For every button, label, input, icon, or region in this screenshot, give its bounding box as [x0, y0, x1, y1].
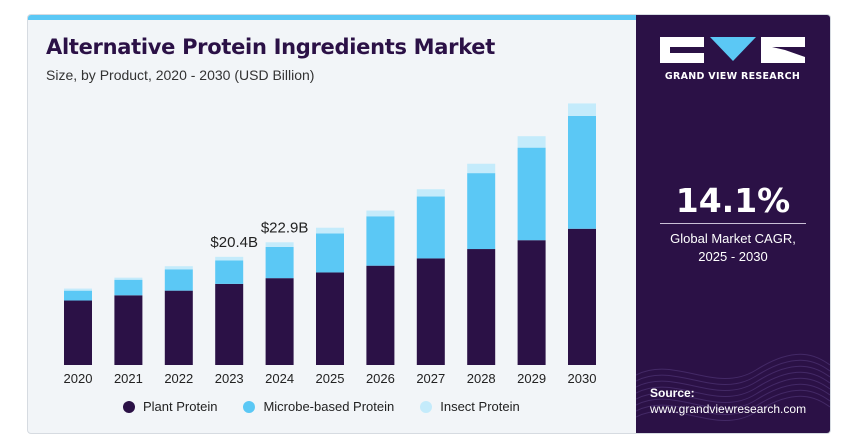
bar-2028-insect-protein: [467, 163, 496, 174]
cagr-label: Global Market CAGR, 2025 - 2030: [636, 230, 830, 266]
bar-2022-plant-protein: [164, 290, 193, 365]
bar-2023-plant-protein: [215, 283, 244, 365]
cagr-divider: [660, 223, 806, 224]
legend-item-microbe: Microbe-based Protein: [243, 399, 394, 414]
x-tick-label-2020: 2020: [64, 371, 93, 386]
bar-2029-insect-protein: [517, 136, 546, 148]
bar-2025-insect-protein: [316, 227, 344, 234]
legend-swatch-insect: [420, 400, 433, 413]
bar-2026-insect-protein: [366, 210, 395, 217]
bar-2027-plant-protein: [416, 258, 445, 365]
bar-2023-insect-protein: [215, 256, 244, 261]
bar-2020-insect-protein: [64, 288, 92, 291]
bar-2029-microbe-based-protein: [517, 147, 546, 241]
bar-2027-microbe-based-protein: [416, 196, 445, 259]
bar-2030-microbe-based-protein: [568, 115, 596, 229]
legend-label-microbe: Microbe-based Protein: [263, 399, 395, 414]
bar-2030-plant-protein: [568, 228, 596, 365]
x-tick-label-2028: 2028: [467, 371, 496, 386]
bar-2025-microbe-based-protein: [316, 233, 344, 273]
bar-2024-insect-protein: [265, 242, 294, 247]
cagr-label-line1: Global Market CAGR,: [670, 231, 796, 246]
legend-label-insect: Insect Protein: [440, 399, 520, 414]
bar-2030-insect-protein: [568, 103, 596, 116]
chart-title: Alternative Protein Ingredients Market: [46, 35, 495, 59]
stacked-bar-chart: 2020 2021 2022 2023 $20.4B 2024 $22.9B 2025 2026…: [64, 103, 597, 386]
legend-swatch-microbe: [243, 400, 256, 413]
bar-2020-microbe-based-protein: [64, 290, 92, 301]
bar-2022-microbe-based-protein: [164, 269, 193, 291]
bar-2024-plant-protein: [265, 278, 294, 365]
bar-2021-insect-protein: [114, 277, 143, 280]
chart-card: Alternative Protein Ingredients Market S…: [27, 14, 831, 434]
source-url[interactable]: www.grandviewresearch.com: [650, 402, 807, 416]
x-tick-label-2023: 2023: [215, 371, 244, 386]
cagr-value: 14.1%: [675, 181, 791, 220]
info-sidebar: GRAND VIEW RESEARCH 14.1% Global Market …: [636, 15, 830, 433]
legend-label-plant: Plant Protein: [143, 399, 218, 414]
accent-bar: [28, 15, 636, 20]
x-tick-label-2030: 2030: [568, 371, 597, 386]
bar-2027-insect-protein: [416, 189, 445, 197]
x-tick-label-2026: 2026: [366, 371, 395, 386]
chart-subtitle: Size, by Product, 2020 - 2030 (USD Billi…: [46, 67, 315, 83]
bar-2025-plant-protein: [316, 272, 344, 365]
bar-2022-insect-protein: [164, 266, 193, 270]
x-tick-label-2021: 2021: [114, 371, 143, 386]
data-label-2024: $22.9B: [261, 219, 309, 236]
bar-2028-plant-protein: [467, 249, 496, 365]
data-label-2023: $20.4B: [210, 234, 258, 251]
bar-2026-microbe-based-protein: [366, 216, 395, 266]
bar-2023-microbe-based-protein: [215, 260, 244, 284]
bar-2026-plant-protein: [366, 265, 395, 365]
cagr-label-line2: 2025 - 2030: [698, 249, 768, 264]
x-tick-label-2024: 2024: [265, 371, 294, 386]
grand-view-research-logo: [660, 37, 805, 63]
bar-2024-microbe-based-protein: [265, 246, 294, 279]
x-tick-label-2027: 2027: [416, 371, 445, 386]
bar-2021-microbe-based-protein: [114, 279, 143, 296]
legend-item-plant: Plant Protein: [123, 399, 217, 414]
bar-2029-plant-protein: [517, 240, 546, 365]
x-tick-label-2022: 2022: [164, 371, 193, 386]
legend-item-insect: Insect Protein: [420, 399, 520, 414]
bar-2020-plant-protein: [64, 300, 92, 365]
x-tick-label-2029: 2029: [517, 371, 546, 386]
x-tick-label-2025: 2025: [316, 371, 345, 386]
source-note: Source: www.grandviewresearch.com: [650, 385, 806, 417]
bar-2028-microbe-based-protein: [467, 173, 496, 250]
decorative-wave-pattern: [636, 353, 830, 421]
legend-swatch-plant: [123, 400, 135, 413]
bar-2021-plant-protein: [114, 295, 143, 365]
brand-name: GRAND VIEW RESEARCH: [664, 71, 801, 82]
source-label: Source:: [650, 386, 695, 400]
chart-legend: Plant Protein Microbe-based Protein Inse…: [123, 399, 520, 414]
